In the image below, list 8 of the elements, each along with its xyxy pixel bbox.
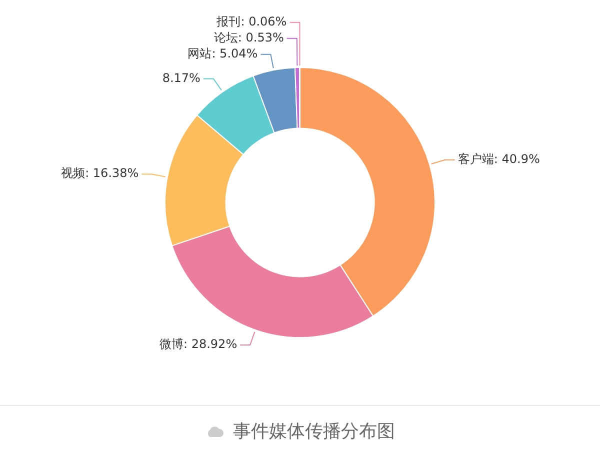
slice-label: 微博: 28.92% (159, 337, 238, 352)
slice-label: 视频: 16.38% (61, 166, 139, 180)
slice-label: 报刊: 0.06% (216, 14, 287, 28)
slice-label: 客户端: 40.9% (458, 152, 540, 166)
data-label: 8.17% (162, 70, 200, 85)
slice-label: 网站: 5.04% (188, 46, 258, 60)
slice-label: 论坛: 0.53% (214, 30, 284, 44)
text: 事件媒体传播分布图 (233, 420, 395, 443)
